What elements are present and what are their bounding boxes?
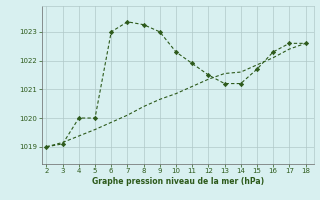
X-axis label: Graphe pression niveau de la mer (hPa): Graphe pression niveau de la mer (hPa) (92, 177, 264, 186)
